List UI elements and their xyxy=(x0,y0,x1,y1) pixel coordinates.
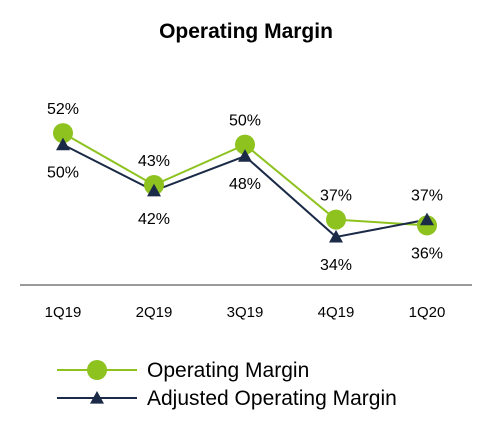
x-tick-labels: 1Q19 2Q19 3Q19 4Q19 1Q20 xyxy=(45,304,446,321)
x-tick-label: 2Q19 xyxy=(136,304,173,321)
legend-label: Operating Margin xyxy=(147,359,309,382)
adjusted-operating-margin-point xyxy=(238,149,252,162)
adjusted-operating-margin-data-label: 37% xyxy=(411,188,443,205)
operating-margin-data-label: 52% xyxy=(47,101,79,118)
x-tick-label: 4Q19 xyxy=(318,304,355,321)
operating-margin-data-label: 50% xyxy=(229,113,261,130)
adjusted-operating-margin-point xyxy=(420,212,434,226)
legend-circle-marker xyxy=(87,360,107,380)
x-tick-label: 3Q19 xyxy=(227,304,264,321)
legend-label: Adjusted Operating Margin xyxy=(147,387,397,410)
chart-title: Operating Margin xyxy=(159,20,333,43)
operating-margin-data-label: 36% xyxy=(411,245,443,262)
adjusted-operating-margin-point xyxy=(147,183,161,197)
adjusted-operating-margin-point xyxy=(56,137,70,151)
legend-triangle-marker xyxy=(90,391,104,404)
adjusted-operating-margin-point xyxy=(329,229,343,243)
adjusted-operating-margin-data-label: 42% xyxy=(138,211,170,228)
operating-margin-point xyxy=(235,134,255,155)
operating-margin-point xyxy=(417,215,437,236)
adjusted-operating-margin-data-label: 48% xyxy=(229,176,261,193)
operating-margin-data-label: 37% xyxy=(320,188,352,205)
series-layer: 52% 50% 43% 42% 50% 48% 37% 34% 37% 36% xyxy=(47,101,443,274)
x-tick-label: 1Q20 xyxy=(409,304,446,321)
adjusted-operating-margin-data-label: 34% xyxy=(320,257,352,274)
adjusted-operating-margin-data-label: 50% xyxy=(47,165,79,182)
operating-margin-point xyxy=(326,209,346,230)
operating-margin-data-label: 43% xyxy=(138,153,170,170)
operating-margin-point xyxy=(53,123,73,144)
x-tick-label: 1Q19 xyxy=(45,304,82,321)
legend: Operating Margin Adjusted Operating Margi… xyxy=(57,359,397,410)
